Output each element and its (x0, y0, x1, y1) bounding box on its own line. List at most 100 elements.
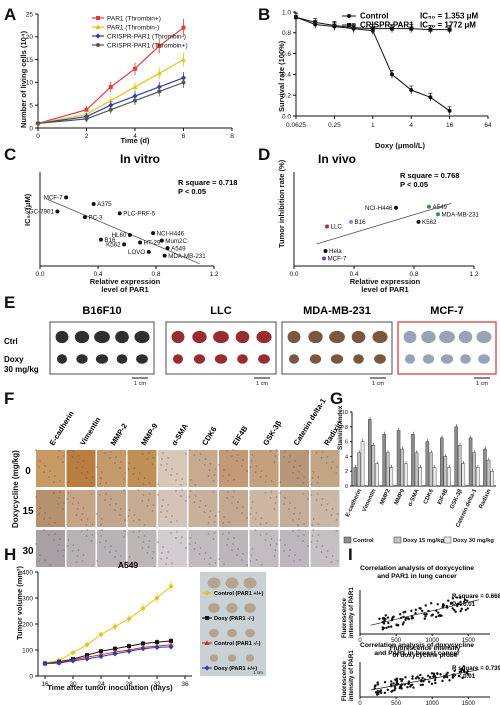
panel-h-ytick-label: 200 (22, 621, 33, 628)
panel-f-nucleus (180, 484, 182, 486)
panel-f-nucleus (81, 513, 84, 515)
panel-f-nucleus (270, 491, 273, 493)
panel-f-nucleus (53, 539, 55, 541)
panel-i-point (461, 676, 464, 680)
panel-g-ytick-label: 10 (342, 410, 348, 416)
panel-h-point (127, 644, 131, 649)
panel-f-nucleus (72, 544, 75, 546)
panel-e-photo-frame (49, 321, 155, 375)
panel-f-ihc-tile (127, 450, 157, 487)
panel-f-nucleus (99, 541, 101, 543)
panel-g-category-label: MMP9 (394, 488, 407, 506)
panel-f-nucleus (336, 466, 339, 468)
pC-fit-line (47, 198, 200, 264)
panel-f-nucleus (44, 559, 46, 561)
panel-f-nucleus (185, 547, 187, 549)
panel-f-nucleus (165, 516, 167, 518)
panel-b-point (390, 72, 394, 77)
pD-point (322, 256, 326, 261)
panel-e-tumor (95, 354, 109, 364)
panel-a-xtick-label: 0 (36, 133, 40, 140)
panel-f-nucleus (209, 463, 212, 465)
panel-i-point (430, 614, 433, 617)
panel-h-tumor-photo (243, 577, 257, 589)
panel-f-nucleus (39, 507, 41, 509)
panel-g-bar (353, 467, 358, 487)
panel-label-i: I (348, 545, 353, 564)
panel-g-bar (418, 467, 422, 487)
panel-f-nucleus (71, 550, 74, 552)
panel-f-nucleus (76, 461, 79, 463)
panel-e-tumor (214, 354, 228, 364)
panel-b-xlabel: Doxy (μmol/L) (375, 141, 426, 150)
panel-f-nucleus (185, 500, 187, 502)
panel-h-series-line (44, 640, 172, 665)
panel-f-nucleus (167, 551, 169, 553)
panel-i-point (406, 685, 409, 689)
panel-f-nucleus (227, 538, 229, 540)
panel-f-nucleus (82, 554, 85, 556)
panel-f-nucleus (119, 514, 121, 516)
panel-i-point (391, 616, 394, 619)
panel-i-point (449, 602, 453, 605)
panel-i-point (401, 623, 405, 626)
panel-a-legend-marker (95, 24, 101, 29)
panel-h-legend-marker (204, 665, 210, 671)
panel-f-nucleus (38, 466, 40, 468)
pC-point (117, 211, 122, 216)
pC-point-label: K562 (106, 242, 121, 249)
pC-point-label: B16 (104, 237, 116, 244)
panel-g-bar (368, 419, 372, 487)
pD-point-label: B16 (355, 219, 367, 226)
panel-i-point (383, 681, 387, 684)
panel-f-nucleus (330, 514, 333, 516)
panel-f-nucleus (115, 503, 117, 505)
panel-i-point (432, 675, 435, 678)
panel-f-nucleus (171, 562, 173, 564)
panel-f-nucleus (101, 518, 103, 520)
panel-label-f: F (4, 389, 14, 408)
panel-f-nucleus (82, 507, 85, 509)
panel-f-nucleus (294, 507, 296, 509)
panel-a-ytick-label: 20 (26, 34, 34, 41)
panel-f-marker-label: Catenin delta-1 (292, 397, 328, 447)
panel-f-nucleus (236, 554, 238, 556)
panel-f-nucleus (228, 521, 230, 523)
panel-h-legend-label: Doxy (PAR1 +/+) (214, 666, 257, 672)
panel-i-point (390, 690, 393, 693)
panel-i-point (407, 617, 411, 621)
panel-c-chart: In vitro R square = 0.718 P < 0.05 IC₅₀ … (23, 152, 237, 294)
panel-f-nucleus (297, 477, 299, 479)
panel-i-point (389, 625, 393, 628)
panel-i-point (464, 608, 468, 612)
pC-xtick-label: 0.0 (35, 271, 44, 278)
panel-g-category-label: GSK-3β (449, 488, 464, 510)
panel-i-point (453, 669, 456, 672)
panel-g-ytick-label: 8 (345, 425, 348, 431)
panel-f-nucleus (101, 529, 103, 531)
panel-f-nucleus (251, 501, 254, 503)
panel-i-point (459, 609, 462, 613)
panel-f-nucleus (293, 466, 295, 468)
panel-g-bar (404, 463, 408, 487)
pD-point (394, 205, 398, 210)
panel-f-nucleus (80, 530, 83, 532)
panel-h-point (168, 644, 174, 650)
panel-e-tumor (115, 330, 129, 344)
panel-e-tumor (478, 354, 490, 364)
panel-g-bar (382, 434, 386, 487)
panel-i-xtick-label: 1000 (426, 701, 440, 705)
text-line: Correlation analysis of doxycycline (360, 642, 474, 649)
pC-point (98, 237, 103, 242)
panel-a-series-line (37, 59, 184, 125)
panel-f-nucleus (110, 451, 112, 453)
panel-h-ytick-label: 300 (22, 595, 33, 602)
panel-a-point (181, 80, 186, 85)
panel-f-nucleus (279, 492, 281, 494)
panel-f-nucleus (90, 493, 93, 495)
panel-f-nucleus (193, 454, 196, 456)
panel-f-nucleus (148, 540, 151, 542)
panel-e-tumor (403, 330, 417, 344)
panel-f-ihc-tile (249, 450, 279, 487)
panel-f-nucleus (58, 497, 60, 499)
